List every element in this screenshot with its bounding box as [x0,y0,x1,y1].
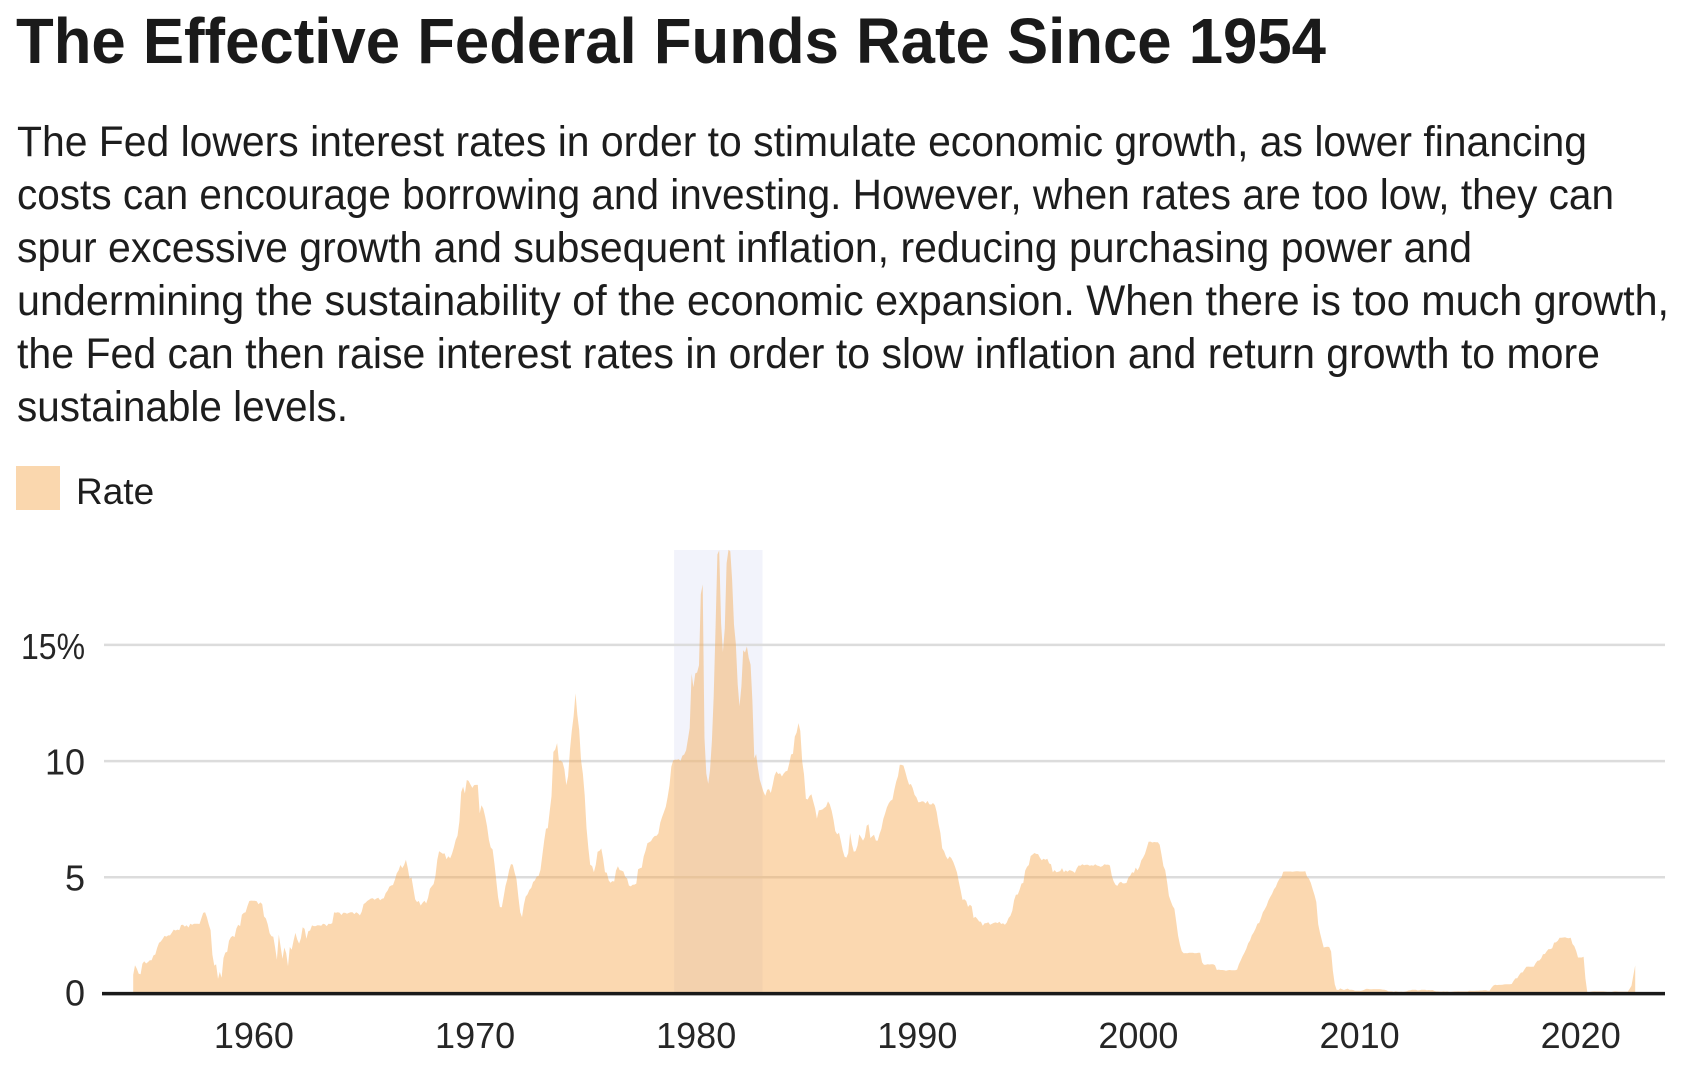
svg-text:1990: 1990 [877,1015,957,1056]
svg-text:costs can encourage borrowing: costs can encourage borrowing and invest… [17,171,1614,219]
svg-text:The Effective Federal Funds Ra: The Effective Federal Funds Rate Since 1… [16,5,1326,77]
svg-text:undermining the sustainability: undermining the sustainability of the ec… [17,277,1669,325]
svg-text:2000: 2000 [1098,1015,1178,1056]
svg-text:2020: 2020 [1541,1015,1621,1056]
svg-text:1960: 1960 [214,1015,294,1056]
svg-text:Rate: Rate [76,471,154,512]
svg-text:The Fed lowers interest rates: The Fed lowers interest rates in order t… [17,118,1587,166]
svg-text:sustainable levels.: sustainable levels. [17,383,348,431]
svg-text:5: 5 [65,858,85,899]
svg-text:the Fed can then raise interes: the Fed can then raise interest rates in… [17,330,1600,378]
svg-text:15%: 15% [21,626,85,667]
svg-text:spur excessive growth and subs: spur excessive growth and subsequent inf… [17,224,1472,272]
svg-text:1980: 1980 [656,1015,736,1056]
svg-text:2010: 2010 [1320,1015,1400,1056]
svg-text:10: 10 [45,742,85,783]
svg-text:0: 0 [65,973,85,1014]
svg-text:1970: 1970 [435,1015,515,1056]
